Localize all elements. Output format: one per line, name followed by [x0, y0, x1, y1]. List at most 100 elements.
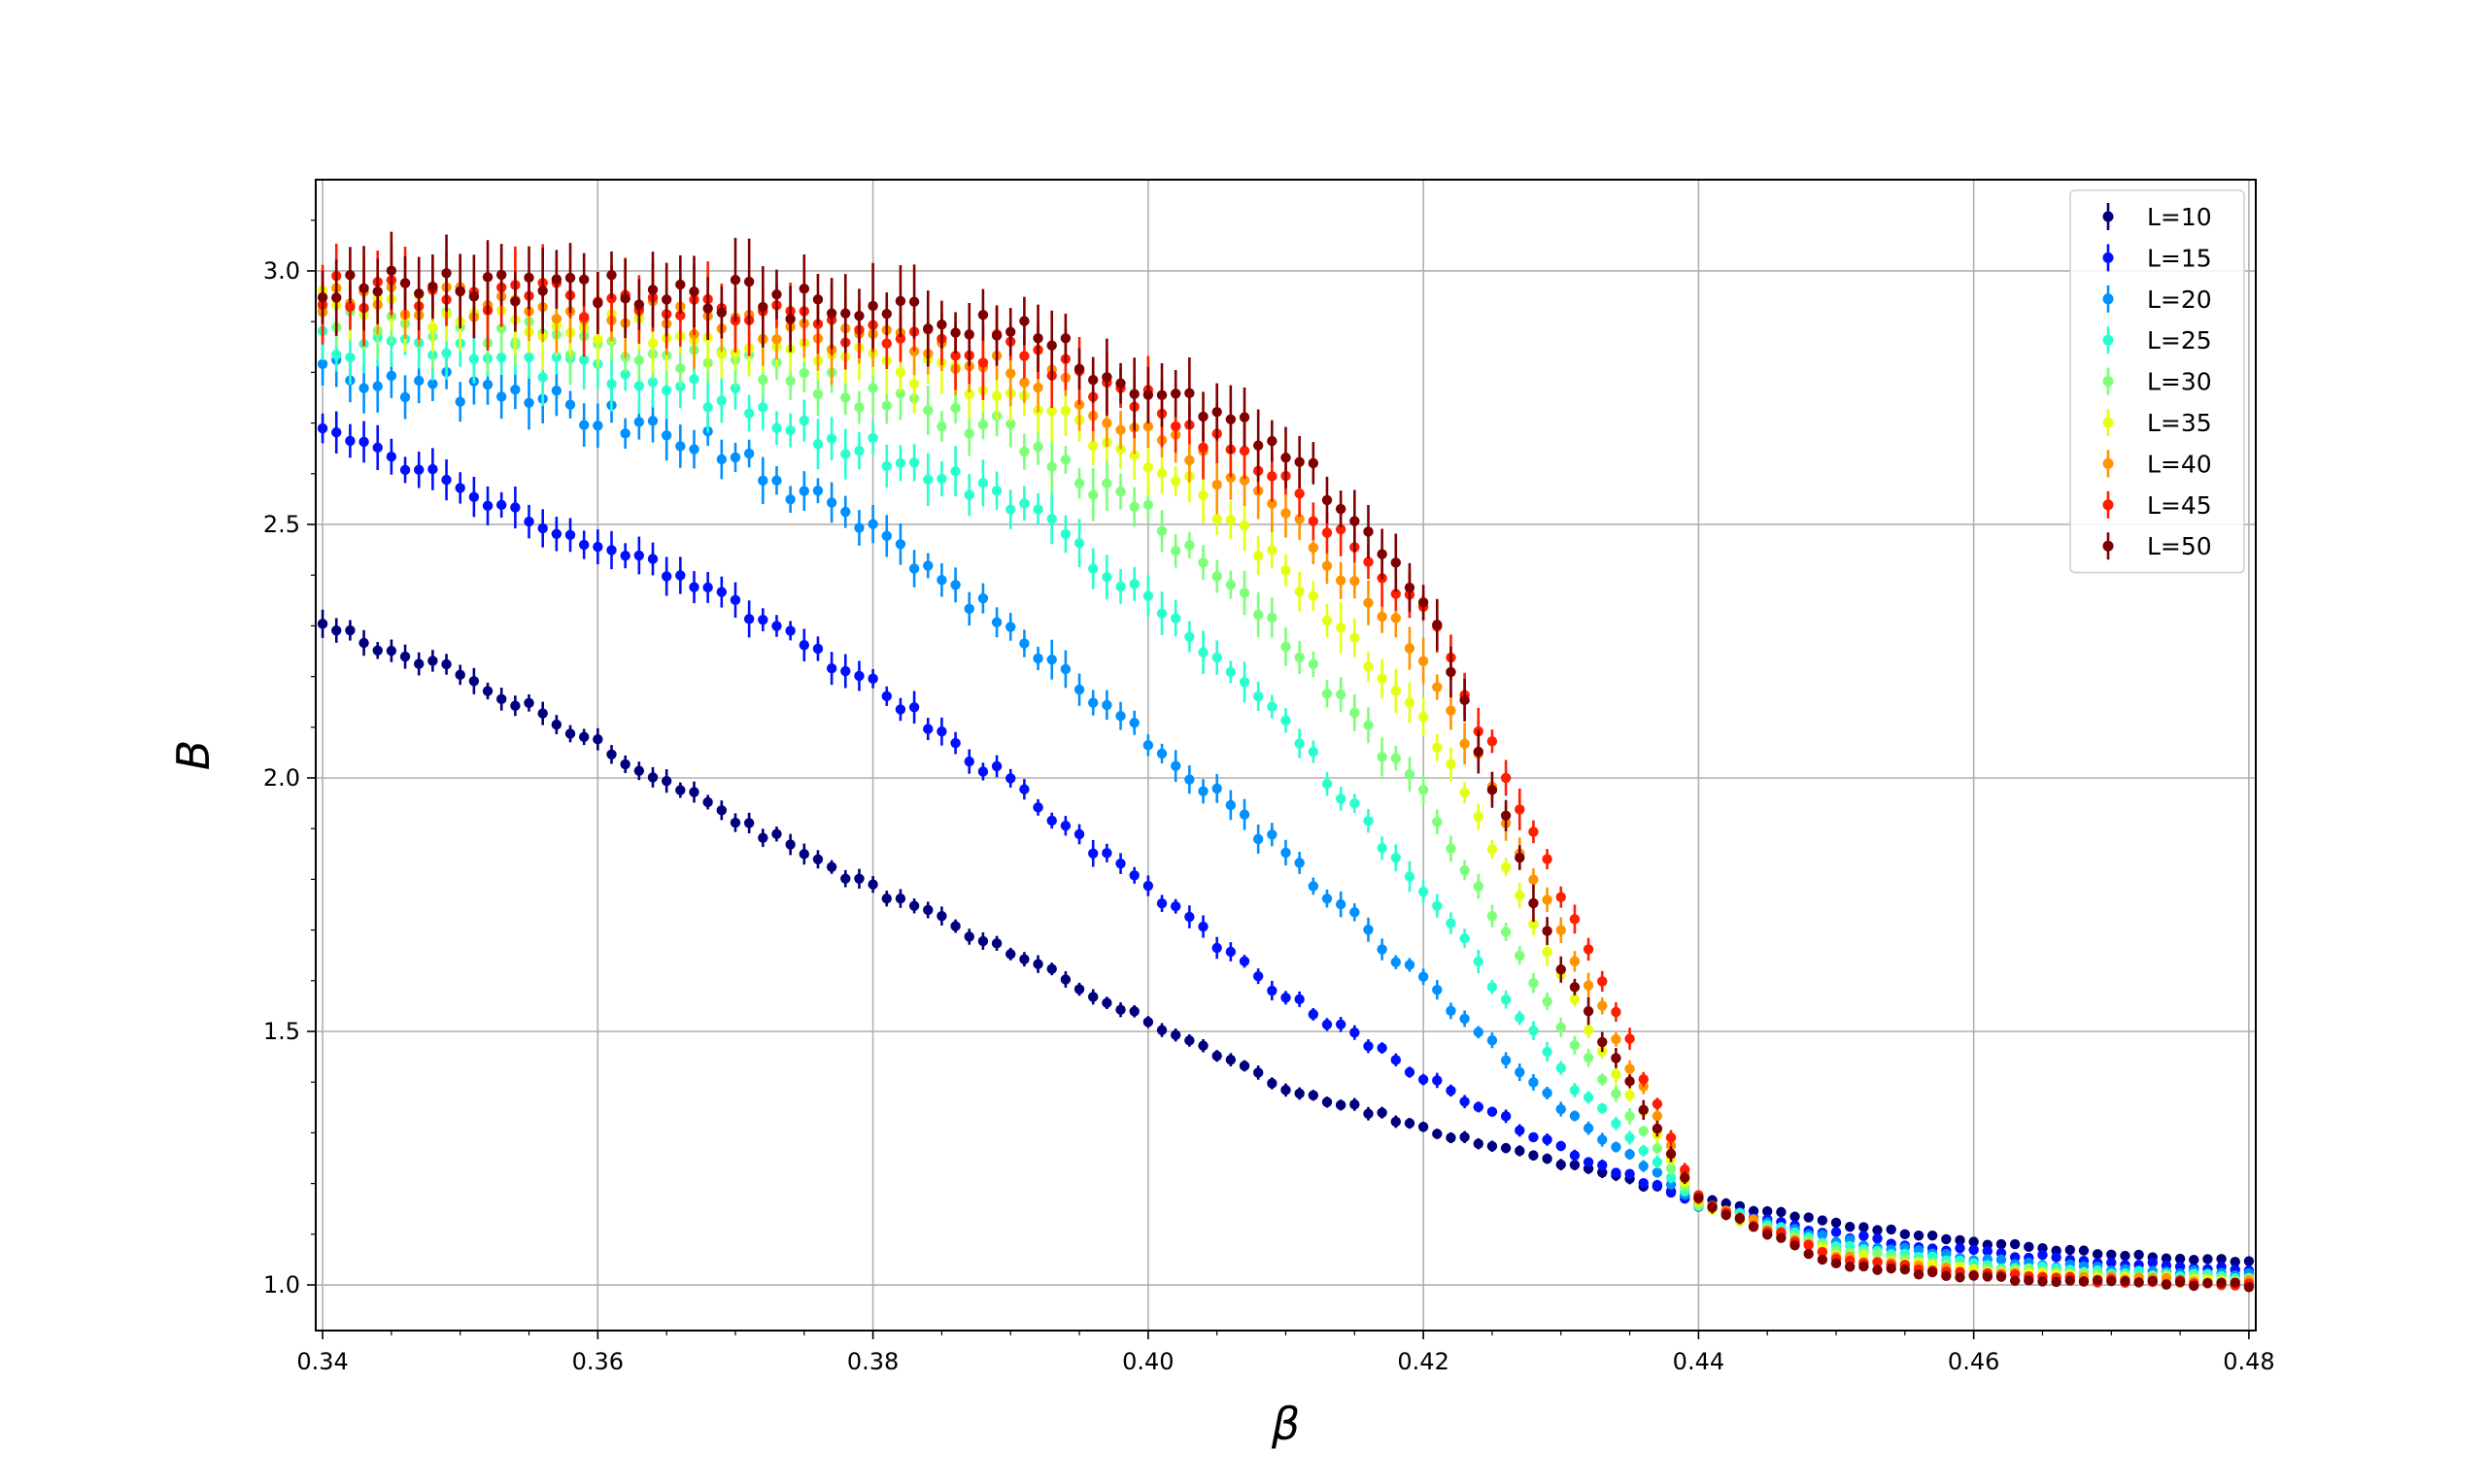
- data-point: [1142, 740, 1154, 751]
- data-point: [1817, 1215, 1828, 1226]
- data-point: [1665, 1172, 1677, 1183]
- data-point: [427, 656, 438, 666]
- data-point: [1170, 760, 1181, 771]
- data-point: [826, 433, 837, 444]
- data-point: [524, 272, 534, 284]
- data-point: [1432, 900, 1443, 911]
- data-point: [441, 268, 452, 279]
- data-point: [468, 491, 480, 502]
- data-point: [895, 539, 906, 550]
- legend: L=10 L=15 L=20 L=25 L=30 L=35 L=40 L=45 L=50: [2069, 189, 2245, 574]
- data-point: [1417, 971, 1429, 982]
- data-point: [1280, 715, 1291, 726]
- data-point: [1404, 582, 1415, 593]
- data-point: [895, 893, 906, 904]
- data-point: [1102, 848, 1112, 859]
- data-point: [1377, 843, 1387, 854]
- data-point: [964, 428, 974, 439]
- data-point: [1500, 1142, 1512, 1154]
- data-point: [441, 658, 452, 670]
- data-point: [1459, 787, 1470, 798]
- data-point: [1597, 1160, 1608, 1170]
- data-point: [1473, 746, 1483, 758]
- data-point: [1680, 1172, 1690, 1183]
- data-point: [1225, 946, 1237, 958]
- data-point: [1515, 1066, 1525, 1078]
- data-point: [1129, 450, 1140, 460]
- data-point: [427, 281, 438, 292]
- data-point: [743, 448, 755, 459]
- data-point: [2009, 1252, 2021, 1263]
- data-point: [1239, 1061, 1250, 1071]
- data-point: [840, 392, 851, 403]
- data-point: [1542, 1153, 1552, 1164]
- data-point: [661, 775, 672, 787]
- data-point: [895, 457, 906, 469]
- data-point: [1198, 647, 1209, 658]
- data-point: [414, 464, 425, 475]
- data-point: [702, 303, 713, 314]
- legend-label: L=35: [2147, 409, 2212, 437]
- data-point: [1060, 528, 1072, 540]
- data-point: [1102, 372, 1112, 383]
- data-point: [840, 308, 851, 319]
- data-point: [1005, 773, 1016, 784]
- data-point: [2037, 1276, 2048, 1287]
- data-point: [895, 295, 906, 307]
- data-point: [1569, 956, 1581, 967]
- data-point: [1170, 613, 1181, 624]
- data-point: [1363, 556, 1374, 567]
- data-point: [1156, 748, 1168, 759]
- data-point: [1321, 778, 1333, 790]
- data-point: [1665, 1140, 1677, 1151]
- data-point: [1955, 1242, 1965, 1254]
- data-point: [1088, 440, 1099, 452]
- data-point: [1872, 1265, 1883, 1275]
- data-point: [1142, 880, 1154, 892]
- data-point: [1390, 557, 1402, 568]
- data-point: [1308, 746, 1319, 758]
- data-point: [1459, 864, 1470, 876]
- y-tick-label: 2.0: [263, 764, 300, 792]
- data-point: [730, 817, 741, 828]
- data-point: [399, 651, 411, 662]
- data-point: [1569, 982, 1581, 993]
- data-point: [1748, 1222, 1759, 1232]
- data-point: [1129, 1006, 1140, 1017]
- data-point: [1583, 1123, 1594, 1133]
- data-point: [633, 550, 645, 561]
- data-point: [1280, 641, 1291, 652]
- data-point: [1390, 753, 1402, 763]
- data-point: [578, 354, 590, 365]
- data-point: [1776, 1206, 1787, 1218]
- data-point: [1459, 694, 1470, 706]
- data-point: [1597, 1074, 1608, 1085]
- data-point: [414, 375, 425, 387]
- data-point: [2051, 1276, 2061, 1288]
- data-point: [771, 334, 782, 345]
- data-point: [881, 530, 892, 542]
- data-point: [1363, 661, 1374, 672]
- data-point: [1033, 382, 1043, 393]
- data-point: [593, 421, 603, 431]
- data-point: [1239, 475, 1250, 486]
- data-point: [840, 873, 851, 884]
- data-point: [345, 301, 356, 313]
- data-point: [1459, 932, 1470, 944]
- data-point: [593, 297, 603, 309]
- data-point: [1377, 611, 1387, 623]
- data-point: [1528, 1131, 1539, 1143]
- data-point: [606, 379, 617, 389]
- data-point: [964, 329, 974, 340]
- data-point: [427, 321, 438, 333]
- data-point: [743, 614, 755, 624]
- data-point: [1308, 542, 1319, 554]
- data-point: [923, 474, 934, 485]
- data-point: [702, 796, 713, 808]
- data-point: [716, 587, 728, 597]
- data-point: [1390, 589, 1402, 599]
- data-point: [1225, 1054, 1237, 1065]
- data-point: [881, 893, 892, 904]
- data-point: [524, 516, 534, 527]
- data-point: [1432, 742, 1443, 753]
